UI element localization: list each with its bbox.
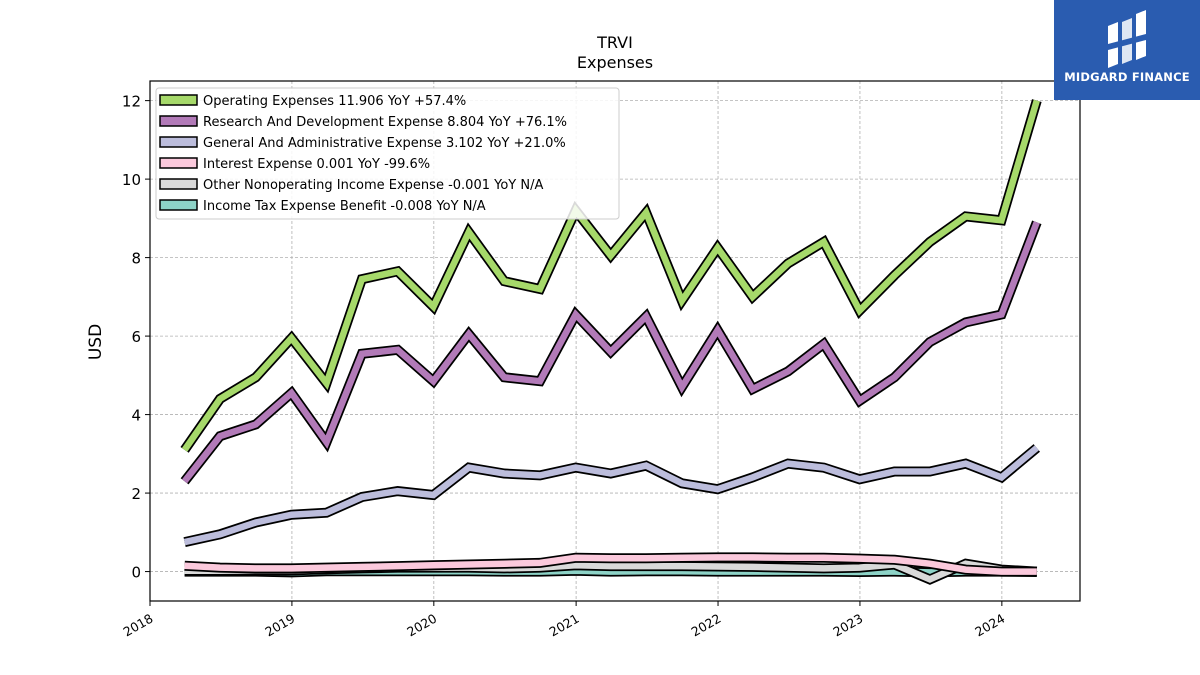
- legend-entry: Income Tax Expense Benefit -0.008 YoY N/…: [159, 199, 486, 214]
- legend-entry: Other Nonoperating Income Expense -0.001…: [159, 178, 543, 193]
- y-tick-label: 4: [131, 407, 141, 425]
- series-research-and-development-expense: [180, 220, 1042, 485]
- x-tick-label: 2023: [830, 611, 865, 640]
- legend-label: Interest Expense 0.001 YoY -99.6%: [203, 157, 430, 172]
- series-lines: [180, 99, 1042, 585]
- legend-swatch: [159, 199, 198, 211]
- plot-frame: [149, 80, 1081, 602]
- series-line: [182, 221, 1040, 484]
- legend-swatch: [159, 136, 198, 148]
- chart-title: TRVI: [596, 33, 633, 52]
- chart-subtitle: Expenses: [577, 53, 653, 72]
- legend-entry: Operating Expenses 11.906 YoY +57.4%: [159, 94, 466, 109]
- x-tick-label: 2020: [404, 611, 439, 640]
- legend-box: [155, 87, 620, 220]
- y-tick-label: 10: [122, 171, 141, 189]
- y-tick-label: 2: [131, 485, 141, 503]
- series-interest-expense: [184, 552, 1037, 577]
- series-line: [184, 554, 1037, 575]
- legend-swatch: [159, 178, 198, 190]
- legend-entry: Interest Expense 0.001 YoY -99.6%: [159, 157, 430, 172]
- midgard-finance-logo: MIDGARD FINANCE: [1054, 0, 1200, 100]
- series-line: [181, 99, 1040, 452]
- legend: Operating Expenses 11.906 YoY +57.4% Rese…: [155, 87, 620, 220]
- x-tick-label: 2024: [972, 611, 1007, 640]
- legend-entry: Research And Development Expense 8.804 Y…: [159, 115, 567, 130]
- midgard-logo-mark-icon: [1108, 10, 1146, 68]
- series-line: [183, 445, 1039, 546]
- x-tick-label: 2018: [120, 611, 155, 640]
- y-axis-label: USD: [86, 324, 106, 360]
- legend-label: Other Nonoperating Income Expense -0.001…: [203, 178, 543, 193]
- x-tick-label: 2021: [547, 611, 582, 640]
- x-tick-label: 2022: [688, 611, 723, 640]
- series-outline: [183, 444, 1041, 547]
- legend-label: Income Tax Expense Benefit -0.008 YoY N/…: [203, 199, 486, 214]
- y-tick-label: 12: [122, 93, 141, 111]
- y-tick-label: 0: [131, 564, 141, 582]
- y-tick-label: 8: [131, 250, 141, 268]
- legend-label: General And Administrative Expense 3.102…: [203, 136, 566, 151]
- legend-swatch: [159, 115, 198, 127]
- legend-label: Research And Development Expense 8.804 Y…: [203, 115, 567, 130]
- series-operating-expenses: [180, 99, 1042, 453]
- legend-label: Operating Expenses 11.906 YoY +57.4%: [203, 94, 466, 109]
- x-tick-label: 2019: [262, 611, 297, 640]
- y-tick-label: 6: [131, 328, 141, 346]
- legend-entry: General And Administrative Expense 3.102…: [159, 136, 566, 151]
- legend-swatch: [159, 94, 198, 106]
- series-general-and-administrative-expense: [183, 444, 1041, 547]
- brand-name: MIDGARD FINANCE: [1064, 70, 1190, 84]
- legend-swatch: [159, 157, 198, 169]
